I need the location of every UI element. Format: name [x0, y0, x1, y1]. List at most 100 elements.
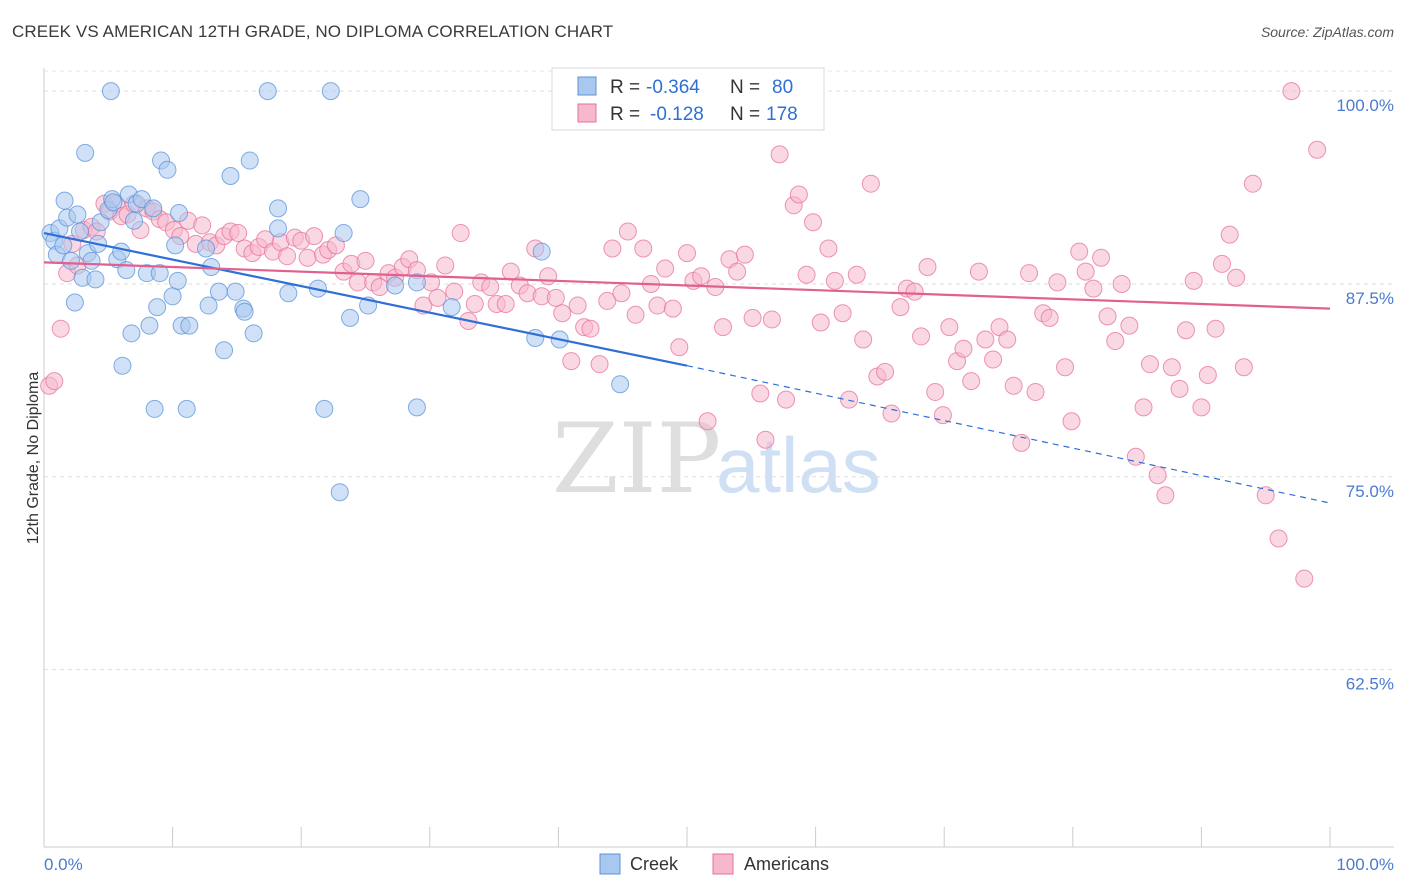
creek-point [269, 199, 288, 218]
americans-point [1092, 248, 1111, 267]
americans-point [546, 288, 565, 307]
americans-point [1098, 307, 1117, 326]
americans-point [45, 372, 64, 391]
americans-point [954, 339, 973, 358]
creek-point [321, 82, 340, 101]
americans-point [634, 239, 653, 258]
americans-point [918, 257, 937, 276]
americans-point [1184, 271, 1203, 290]
americans-point [882, 404, 901, 423]
americans-point [876, 362, 895, 381]
americans-trend-line [43, 261, 1331, 310]
americans-point [465, 295, 484, 314]
stats-creek-swatch [577, 76, 597, 96]
americans-point [833, 304, 852, 323]
americans-point [891, 298, 910, 317]
americans-point [1134, 398, 1153, 417]
y-tick-label: 75.0% [1346, 482, 1394, 501]
americans-point [1148, 466, 1167, 485]
americans-point [1062, 412, 1081, 431]
creek-trend-line [43, 231, 688, 367]
legend-americans-swatch [712, 853, 734, 875]
stats-creek-r-label: R = [610, 77, 640, 98]
source-note: Source: ZipAtlas.com [1260, 24, 1394, 40]
creek-point [82, 251, 101, 270]
americans-point [663, 299, 682, 318]
creek-point [526, 328, 545, 347]
legend-creek-label: Creek [630, 854, 679, 874]
americans-point [819, 239, 838, 258]
creek-point [269, 219, 288, 238]
americans-point [278, 247, 297, 266]
americans-point [1269, 529, 1288, 548]
americans-point [1243, 174, 1262, 193]
americans-point [976, 330, 995, 349]
americans-point [698, 412, 717, 431]
americans-point [743, 308, 762, 327]
creek-point [351, 190, 370, 209]
americans-point [777, 390, 796, 409]
americans-point [854, 330, 873, 349]
legend-creek-swatch [599, 853, 621, 875]
americans-point [1120, 316, 1139, 335]
creek-point [65, 293, 84, 312]
americans-point [1070, 242, 1089, 261]
creek-point [86, 270, 105, 289]
americans-point [481, 278, 500, 297]
americans-point [1026, 382, 1045, 401]
americans-point [451, 224, 470, 243]
creek-point [168, 271, 187, 290]
americans-point [603, 239, 622, 258]
americans-point [1308, 140, 1327, 159]
americans-point [1084, 279, 1103, 298]
legend-item-americans[interactable]: Americans [712, 853, 829, 875]
americans-point [797, 265, 816, 284]
creek-point [145, 399, 164, 418]
americans-point [581, 319, 600, 338]
creek-point [158, 160, 177, 179]
creek-point [341, 308, 360, 327]
americans-point [553, 304, 572, 323]
creek-point [148, 298, 167, 317]
creek-point [150, 264, 169, 283]
americans-point [612, 284, 631, 303]
americans-point [590, 355, 609, 374]
americans-point [51, 319, 70, 338]
y-tick-label: 62.5% [1346, 675, 1394, 694]
americans-point [728, 262, 747, 281]
stats-americans-r-label: R = [610, 104, 640, 125]
americans-point [539, 267, 558, 286]
americans-point [626, 305, 645, 324]
creek-point [199, 296, 218, 315]
creek-point [235, 302, 254, 321]
creek-point [334, 224, 353, 243]
creek-point [166, 236, 185, 255]
watermark-atlas: atlas [716, 421, 881, 509]
watermark-zip: ZIP [552, 403, 721, 515]
legend-americans-label: Americans [744, 854, 829, 874]
creek-point [226, 282, 245, 301]
creek-point [240, 151, 259, 170]
americans-point [229, 224, 248, 243]
legend-item-creek[interactable]: Creek [599, 853, 679, 875]
creek-point [62, 251, 81, 270]
americans-point [568, 296, 587, 315]
americans-point [598, 291, 617, 310]
americans-point [847, 265, 866, 284]
americans-point [1140, 355, 1159, 374]
y-tick-label: 100.0% [1336, 96, 1394, 115]
creek-point [125, 211, 144, 230]
americans-point [912, 327, 931, 346]
americans-point [1227, 268, 1246, 287]
creek-point [442, 298, 461, 317]
americans-point [984, 350, 1003, 369]
americans-point [1212, 254, 1231, 273]
americans-point [656, 259, 675, 278]
americans-point [714, 318, 733, 337]
creek-point [180, 316, 199, 335]
creek-point [101, 82, 120, 101]
creek-point [144, 199, 163, 218]
stats-creek-r-value: -0.364 [646, 77, 700, 98]
americans-point [751, 384, 770, 403]
